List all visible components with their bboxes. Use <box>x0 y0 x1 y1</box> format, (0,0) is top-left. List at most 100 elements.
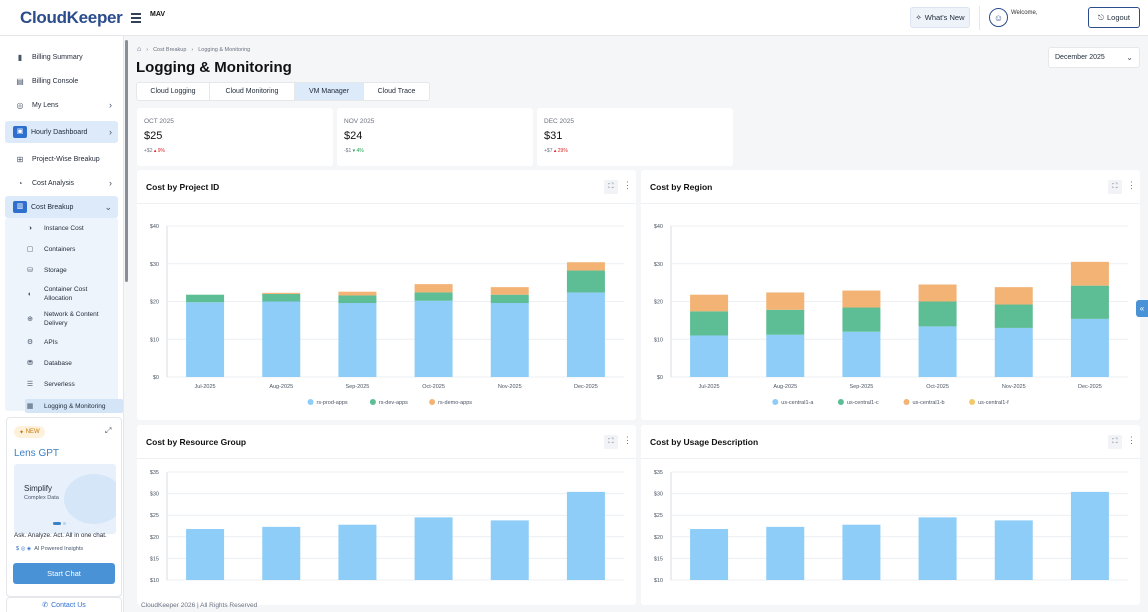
bar-segment[interactable] <box>766 334 805 377</box>
account-name[interactable]: MAV <box>150 11 166 18</box>
legend-swatch[interactable] <box>429 399 436 405</box>
legend-swatch[interactable] <box>772 399 779 405</box>
bar-segment[interactable] <box>994 520 1033 580</box>
bar-segment[interactable] <box>766 292 805 310</box>
legend-swatch[interactable] <box>307 399 314 405</box>
bar-segment[interactable] <box>338 303 377 377</box>
sidebar-item-project-wise-breakup[interactable]: ⊞ Project-Wise Breakup <box>5 148 118 170</box>
bar-segment[interactable] <box>1070 318 1109 377</box>
bar-segment[interactable] <box>262 526 301 580</box>
tab-cloud-trace[interactable]: Cloud Trace <box>377 88 416 95</box>
tab-cloud-monitoring[interactable]: Cloud Monitoring <box>210 83 295 100</box>
legend-swatch[interactable] <box>969 399 976 405</box>
bar-segment[interactable] <box>566 292 605 377</box>
tab-cloud-logging[interactable]: Cloud Logging <box>137 83 210 100</box>
carousel-dot[interactable] <box>63 522 66 525</box>
legend-label[interactable]: us-central1-b <box>913 400 945 406</box>
sidebar-subitem-serverless[interactable]: ☰ Serverless <box>25 380 123 389</box>
logout-button[interactable]: ⎋ Logout <box>1088 7 1140 28</box>
fullscreen-icon[interactable]: ⛶ <box>604 180 618 194</box>
bar-segment[interactable] <box>994 327 1033 377</box>
sidebar-item-cost-breakup[interactable]: ▥ Cost Breakup ⌄ <box>5 196 118 218</box>
month-select[interactable]: December 2025 ⌄ <box>1048 47 1140 68</box>
bar-segment[interactable] <box>918 326 957 377</box>
bar-segment[interactable] <box>566 491 605 580</box>
bar-segment[interactable] <box>414 517 453 580</box>
sidebar-item-hourly-dashboard[interactable]: ▣ Hourly Dashboard › <box>5 121 118 143</box>
bar-segment[interactable] <box>262 293 301 302</box>
bar-segment[interactable] <box>262 292 301 294</box>
bar-segment[interactable] <box>766 526 805 580</box>
bar-segment[interactable] <box>414 292 453 301</box>
sidebar-item-my-lens[interactable]: ◎ My Lens › <box>5 94 118 116</box>
menu-toggle-icon[interactable] <box>126 8 146 28</box>
legend-label[interactable]: us-central1-a <box>781 400 814 406</box>
bar-segment[interactable] <box>842 331 881 377</box>
bar-segment[interactable] <box>490 287 529 295</box>
bar-segment[interactable] <box>842 290 881 308</box>
whats-new-button[interactable]: ✧ What's New <box>910 7 970 28</box>
legend-label[interactable]: rs-demo-apps <box>438 400 472 406</box>
bar-segment[interactable] <box>490 303 529 377</box>
sidebar-subitem-logging-monitoring[interactable]: ▦ Logging & Monitoring <box>25 399 123 413</box>
bar-segment[interactable] <box>690 529 729 580</box>
fullscreen-icon[interactable]: ⛶ <box>1108 180 1122 194</box>
expand-icon[interactable]: ⤢ <box>105 426 112 435</box>
fullscreen-icon[interactable]: ⛶ <box>604 435 618 449</box>
legend-swatch[interactable] <box>369 399 376 405</box>
bar-segment[interactable] <box>338 524 377 580</box>
bar-segment[interactable] <box>1070 261 1109 286</box>
user-avatar-icon[interactable]: ☺ <box>989 8 1008 27</box>
sidebar-subitem-instance-cost[interactable]: ◑ Instance Cost <box>25 224 123 233</box>
legend-label[interactable]: rs-dev-apps <box>379 400 408 406</box>
breadcrumb-item[interactable]: Cost Breakup <box>153 46 187 53</box>
bar-segment[interactable] <box>566 262 605 271</box>
bar-segment[interactable] <box>918 517 957 580</box>
app-logo[interactable]: CloudKeeper <box>20 7 123 27</box>
home-icon[interactable]: ⌂ <box>137 46 142 53</box>
bar-segment[interactable] <box>766 309 805 335</box>
more-options-icon[interactable]: ⋮ <box>1127 180 1136 190</box>
legend-label[interactable]: rs-prod-apps <box>317 400 348 406</box>
bar-segment[interactable] <box>994 287 1033 305</box>
bar-segment[interactable] <box>186 529 225 580</box>
carousel-dot[interactable] <box>53 522 61 525</box>
more-options-icon[interactable]: ⋮ <box>623 180 632 190</box>
bar-segment[interactable] <box>414 284 453 293</box>
bar-segment[interactable] <box>338 291 377 296</box>
bar-segment[interactable] <box>918 284 957 302</box>
carousel-dots[interactable] <box>53 522 66 525</box>
bar-segment[interactable] <box>690 311 729 336</box>
bar-segment[interactable] <box>186 294 225 303</box>
bar-segment[interactable] <box>690 294 729 312</box>
bar-segment[interactable] <box>566 270 605 293</box>
bar-segment[interactable] <box>1070 491 1109 580</box>
legend-swatch[interactable] <box>903 399 910 405</box>
fullscreen-icon[interactable]: ⛶ <box>1108 435 1122 449</box>
bar-segment[interactable] <box>1070 285 1109 319</box>
bar-segment[interactable] <box>338 295 377 304</box>
bar-segment[interactable] <box>490 294 529 304</box>
legend-label[interactable]: us-central1-f <box>978 400 1009 406</box>
bar-segment[interactable] <box>690 335 729 377</box>
sidebar-subitem-container-cost-allocation[interactable]: ◐ Container Cost Allocation <box>25 285 123 303</box>
sidebar-scrollbar[interactable] <box>125 40 128 282</box>
bar-segment[interactable] <box>414 300 453 377</box>
legend-swatch[interactable] <box>837 399 844 405</box>
legend-label[interactable]: us-central1-c <box>847 400 879 406</box>
bar-segment[interactable] <box>994 304 1033 328</box>
sidebar-item-cost-analysis[interactable]: ◔ Cost Analysis › <box>5 172 118 194</box>
sidebar-subitem-storage[interactable]: ⛁ Storage <box>25 266 123 275</box>
more-options-icon[interactable]: ⋮ <box>1127 435 1136 445</box>
sidebar-subitem-database[interactable]: ⛃ Database <box>25 359 123 368</box>
bar-segment[interactable] <box>186 302 225 377</box>
bar-segment[interactable] <box>918 301 957 327</box>
sidebar-subitem-apis[interactable]: ⚙ APIs <box>25 338 123 347</box>
bar-segment[interactable] <box>262 301 301 378</box>
start-chat-button[interactable]: Start Chat <box>13 563 115 584</box>
sidebar-item-billing-console[interactable]: ▤ Billing Console <box>5 70 118 92</box>
sidebar-subitem-containers[interactable]: ▢ Containers <box>25 245 123 254</box>
contact-us-button[interactable]: ✆ Contact Us <box>6 597 122 612</box>
more-options-icon[interactable]: ⋮ <box>623 435 632 445</box>
sidebar-item-billing-summary[interactable]: ▮ Billing Summary <box>5 46 118 68</box>
